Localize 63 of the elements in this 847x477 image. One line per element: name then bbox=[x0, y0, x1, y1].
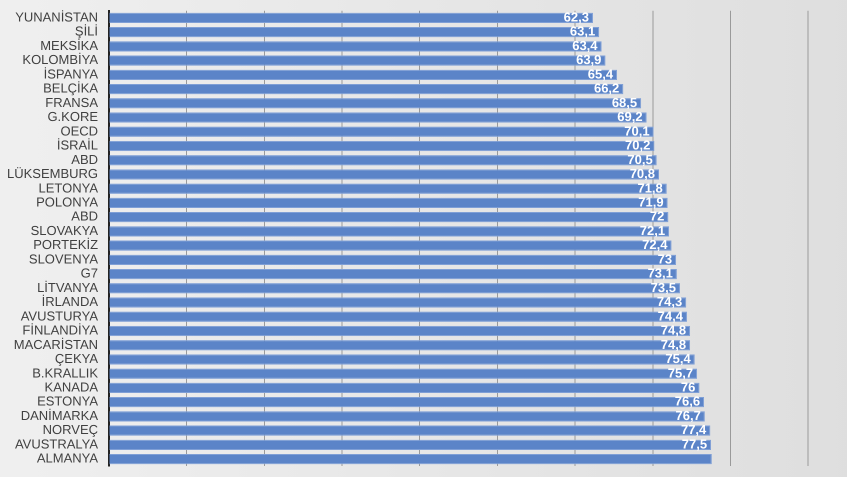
data-label: 74,8 bbox=[660, 336, 686, 352]
data-label: 76,7 bbox=[676, 408, 701, 423]
y-tick-label: SLOVAKYA bbox=[30, 222, 98, 238]
y-tick-label: OECD bbox=[60, 123, 98, 138]
y-tick-label: BELÇİKA bbox=[43, 80, 98, 96]
data-label: 68,5 bbox=[612, 94, 638, 110]
y-tick-label: PORTEKİZ bbox=[33, 237, 98, 252]
data-label: 70,2 bbox=[625, 138, 650, 153]
y-tick-label: İSPANYA bbox=[44, 66, 98, 82]
data-label: 74,4 bbox=[658, 308, 684, 324]
y-tick-label: AVUSTRALYA bbox=[14, 436, 98, 452]
data-label: 65,4 bbox=[588, 66, 614, 82]
y-tick-label: ESTONYA bbox=[37, 394, 98, 409]
data-label: 73,1 bbox=[648, 266, 673, 281]
y-tick-label: ÇEKYA bbox=[54, 351, 98, 366]
y-tick-label: SLOVENYA bbox=[28, 251, 98, 266]
data-label: 69,2 bbox=[617, 109, 643, 124]
data-label: 76,6 bbox=[674, 394, 700, 409]
y-tick-label: AVUSTURYA bbox=[20, 308, 98, 324]
y-tick-label: LÜKSEMBURG bbox=[6, 166, 98, 182]
data-label: 77,4 bbox=[680, 422, 708, 438]
y-tick-label: G7 bbox=[80, 266, 98, 281]
data-label: 66,2 bbox=[594, 80, 620, 96]
data-label: 71,8 bbox=[637, 180, 663, 196]
data-label: 63,9 bbox=[576, 52, 602, 68]
y-tick-label: ABD bbox=[71, 208, 98, 224]
y-tick-label: KOLOMBİYA bbox=[22, 52, 98, 68]
data-label: 72,4 bbox=[642, 237, 668, 252]
y-tick-label: İRLANDA bbox=[42, 294, 98, 310]
data-label: 76 bbox=[680, 380, 696, 395]
y-tick-label: LİTVANYA bbox=[37, 280, 98, 295]
data-label: 71,9 bbox=[638, 194, 664, 210]
data-label: 75,4 bbox=[665, 351, 692, 366]
data-label: 74,8 bbox=[660, 322, 686, 338]
data-label: 73 bbox=[658, 251, 672, 266]
y-tick-label: ALMANYA bbox=[36, 450, 98, 466]
data-label: 63,4 bbox=[572, 38, 598, 53]
data-label: 70,1 bbox=[624, 123, 650, 138]
y-tick-label: FRANSA bbox=[45, 94, 98, 110]
y-tick-label: POLONYA bbox=[36, 194, 98, 210]
y-tick-label: B.KRALLIK bbox=[32, 365, 98, 380]
y-tick-label: LETONYA bbox=[38, 180, 98, 196]
data-label: 63,1 bbox=[570, 24, 596, 39]
y-tick-label: FİNLANDİYA bbox=[22, 322, 98, 338]
y-tick-label: NORVEÇ bbox=[42, 422, 98, 438]
y-tick-label: KANADA bbox=[44, 380, 98, 395]
data-label: 77,5 bbox=[682, 436, 708, 452]
data-label: 70,5 bbox=[627, 152, 653, 167]
data-label: 70,8 bbox=[630, 166, 656, 182]
y-tick-label: G.KORE bbox=[47, 109, 98, 124]
y-tick-label: DANİMARKA bbox=[20, 408, 98, 423]
data-label: 74,3 bbox=[656, 294, 682, 310]
y-tick-label: ABD bbox=[71, 152, 98, 167]
data-label: 72,1 bbox=[640, 222, 666, 238]
y-tick-label: İSRAİL bbox=[56, 138, 98, 153]
y-tick-label: YUNANİSTAN bbox=[15, 9, 98, 24]
data-label: 75,7 bbox=[668, 365, 694, 380]
y-tick-label: MEKSİKA bbox=[40, 38, 98, 53]
y-tick-label: ŞİLİ bbox=[74, 24, 98, 39]
data-label: 62,3 bbox=[564, 9, 589, 24]
data-label: 73,5 bbox=[650, 280, 676, 295]
data-label: 72 bbox=[650, 208, 664, 224]
y-tick-label: MACARİSTAN bbox=[14, 336, 98, 352]
